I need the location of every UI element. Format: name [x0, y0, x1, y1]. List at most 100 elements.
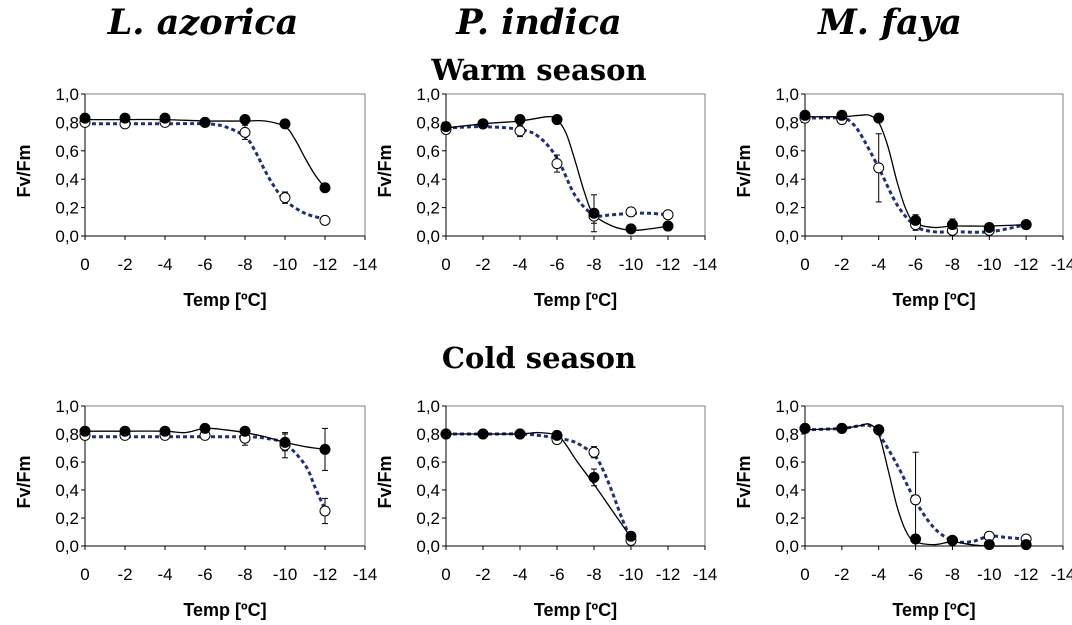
- p6-x-tick-label: -10: [977, 565, 1002, 584]
- p3-x-tick-label: -4: [871, 255, 886, 274]
- p5-y-tick-label: 0,0: [416, 537, 440, 556]
- p4-x-tick-label: -10: [273, 565, 298, 584]
- p5-point-filled: [626, 531, 636, 541]
- p4-y-tick-label: 0,0: [55, 537, 79, 556]
- p5-x-tick-label: -14: [693, 565, 718, 584]
- p5-x-tick-label: -2: [475, 565, 490, 584]
- p4-y-tick-label: 0,8: [55, 425, 79, 444]
- p1-point-filled: [80, 113, 90, 123]
- p3-x-tick-label: -6: [908, 255, 923, 274]
- p3-point-filled: [911, 215, 921, 225]
- p1-y-tick-label: 0,4: [55, 170, 79, 189]
- panel-6: 0,0 0,2 0,4 0,6 0,8 1,0 0 -2 -4 -6 -8 -10 -12 -14 Temp…: [734, 397, 1072, 620]
- p6-y-axis-label: Fv/Fm: [734, 455, 754, 508]
- p4-x-axis-label: Temp [ºC]: [183, 600, 266, 620]
- p1-point-filled: [160, 113, 170, 123]
- p1-fit-curve-filled: [85, 119, 325, 187]
- p2-point-filled: [663, 221, 673, 231]
- p6-point-filled: [947, 535, 957, 545]
- p4-y-axis-label: Fv/Fm: [14, 455, 34, 508]
- p2-y-tick-label: 0,4: [416, 170, 440, 189]
- p1-y-tick-label: 0,6: [55, 142, 79, 161]
- p5-x-tick-label: -12: [656, 565, 681, 584]
- p3-x-tick-label: -14: [1051, 255, 1072, 274]
- p1-fit-curve-open: [85, 124, 325, 219]
- panel-5: 0,00,20,40,60,81,00 -2 -4 -6 -8 -10 -12 -14Temp…: [375, 397, 717, 620]
- p4-point-filled: [80, 426, 90, 436]
- p1-point-open: [280, 193, 290, 203]
- p5-point-filled: [515, 429, 525, 439]
- p5-fit-curve-open: [446, 434, 631, 539]
- p6-x-tick-label: -12: [1014, 565, 1039, 584]
- p1-point-open: [320, 215, 330, 225]
- p3-x-tick-label: -10: [977, 255, 1002, 274]
- p1-x-tick-label: -14: [353, 255, 378, 274]
- p5-point-filled: [478, 429, 488, 439]
- p2-y-axis-label: Fv/Fm: [375, 144, 395, 197]
- p5-point-filled: [441, 429, 451, 439]
- p2-point-filled: [552, 115, 562, 125]
- p2-x-tick-label: -2: [475, 255, 490, 274]
- p4-x-tick-label: -4: [157, 565, 172, 584]
- p1-x-tick-label: -10: [273, 255, 298, 274]
- p5-x-tick-label: 0: [441, 565, 450, 584]
- p3-y-tick-label: 0,8: [775, 113, 799, 132]
- p4-y-tick-label: 1,0: [55, 397, 79, 416]
- p5-point-open: [589, 447, 599, 457]
- species-title-m-faya: M. faya: [817, 2, 962, 43]
- p6-x-axis-label: Temp [ºC]: [892, 600, 975, 620]
- p6-x-tick-label: -6: [908, 565, 923, 584]
- p5-y-tick-label: 0,2: [416, 509, 440, 528]
- p1-x-tick-label: -8: [237, 255, 252, 274]
- p5-y-tick-label: 0,4: [416, 481, 440, 500]
- p3-y-tick-label: 0,6: [775, 142, 799, 161]
- p3-x-tick-label: 0: [800, 255, 809, 274]
- p6-x-tick-label: 0: [800, 565, 809, 584]
- p1-point-open: [240, 127, 250, 137]
- panel-2: 0,00,20,40,60,81,00 -2 -4 -6 -8 -10 -12 -14Temp…: [375, 85, 717, 310]
- p2-point-open: [663, 210, 673, 220]
- p1-y-tick-label: 0,0: [55, 227, 79, 246]
- p3-x-tick-label: -12: [1014, 255, 1039, 274]
- p2-x-tick-label: -10: [619, 255, 644, 274]
- p5-x-tick-label: -6: [549, 565, 564, 584]
- p4-point-filled: [200, 423, 210, 433]
- p4-point-filled: [320, 444, 330, 454]
- p3-point-filled: [1021, 220, 1031, 230]
- p1-x-tick-label: 0: [80, 255, 89, 274]
- p6-x-tick-label: -8: [945, 565, 960, 584]
- p3-point-open: [874, 163, 884, 173]
- p2-point-open: [552, 159, 562, 169]
- p4-x-tick-label: -6: [197, 565, 212, 584]
- p2-x-tick-label: -6: [549, 255, 564, 274]
- p4-point-filled: [280, 437, 290, 447]
- p3-y-tick-label: 0,0: [775, 227, 799, 246]
- p2-point-filled: [441, 122, 451, 132]
- p6-y-tick-label: 0,6: [775, 453, 799, 472]
- p1-x-tick-label: -12: [313, 255, 338, 274]
- p2-x-tick-label: -8: [586, 255, 601, 274]
- p2-x-tick-label: 0: [441, 255, 450, 274]
- p4-point-filled: [240, 426, 250, 436]
- p5-y-tick-label: 0,8: [416, 425, 440, 444]
- panel-1: 0,0 0,2 0,4 0,6 0,8 1,0 0 -2 -4 -6 -8 -10 -12 -14 Temp…: [14, 85, 377, 310]
- p3-point-filled: [800, 110, 810, 120]
- p2-point-open: [626, 207, 636, 217]
- p1-x-axis-label: Temp [ºC]: [183, 290, 266, 310]
- p6-x-tick-label: -4: [871, 565, 886, 584]
- p1-x-tick-label: -4: [157, 255, 172, 274]
- p6-point-filled: [874, 425, 884, 435]
- species-title-p-indica: P. indica: [455, 2, 621, 43]
- p3-y-tick-label: 1,0: [775, 85, 799, 104]
- p1-y-tick-label: 0,8: [55, 113, 79, 132]
- p2-x-tick-label: -4: [512, 255, 527, 274]
- p5-point-filled: [589, 472, 599, 482]
- p1-point-filled: [320, 183, 330, 193]
- p3-x-axis-label: Temp [ºC]: [892, 290, 975, 310]
- p4-y-tick-label: 0,4: [55, 481, 79, 500]
- p5-x-tick-label: -10: [619, 565, 644, 584]
- p5-y-tick-label: 1,0: [416, 397, 440, 416]
- p5-point-filled: [552, 430, 562, 440]
